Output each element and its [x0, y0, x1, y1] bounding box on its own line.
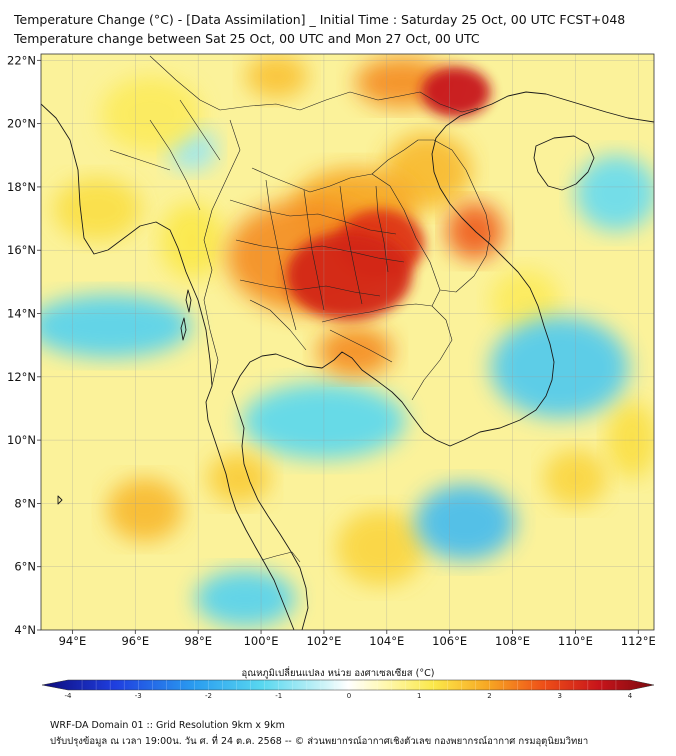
warming-area [160, 202, 224, 279]
mainland-coastline [41, 91, 654, 630]
lat-tick-label: 20°N [7, 117, 36, 131]
colorbar: -4 -3 -2 -1 0 1 2 3 4 [41, 679, 655, 700]
lon-tick-label: 112°E [621, 634, 656, 648]
lat-tick-label: 6°N [14, 560, 36, 574]
lat-tick-label: 4°N [14, 623, 36, 637]
plot-area [41, 54, 654, 630]
credit-line: ปรับปรุงข้อมูล ณ เวลา 19:00น. วัน ศ. ที่… [50, 736, 589, 747]
province-lines-1 [229, 179, 405, 331]
chart-title: Temperature Change (°C) - [Data Assimila… [14, 12, 626, 27]
lon-tick-label: 110°E [558, 634, 593, 648]
colorbar-tick-label: -4 [65, 692, 73, 700]
lon-tick-label: 94°E [59, 634, 87, 648]
warming-area [100, 76, 202, 153]
lat-tick-label: 18°N [7, 180, 36, 194]
colorbar-tick-label: -3 [135, 692, 142, 700]
warming-area [53, 177, 142, 241]
warming-area [107, 478, 183, 542]
borders [109, 55, 491, 563]
model-info: WRF-DA Domain 01 :: Grid Resolution 9km … [50, 720, 285, 731]
andaman-islands [180, 289, 192, 341]
colorbar-ticks: -4 -3 -2 -1 0 1 2 3 4 [65, 692, 633, 700]
colorbar-segments [81, 680, 617, 690]
hainan-coastline [533, 135, 595, 191]
chart-subtitle: Temperature change between Sat 25 Oct, 0… [14, 31, 480, 46]
cooling-area [490, 316, 629, 418]
colorbar-tick-label: 0 [347, 692, 351, 700]
cooling-area [195, 569, 296, 627]
warming-area [336, 509, 425, 586]
colorbar-tick-label: -1 [275, 692, 282, 700]
warming-area [286, 231, 412, 320]
lat-tick-label: 10°N [7, 433, 36, 447]
warming-area [245, 54, 309, 99]
lon-tick-label: 100°E [244, 634, 279, 648]
lon-tick-label: 108°E [495, 634, 530, 648]
coastlines [41, 91, 654, 630]
thailand-malaysia-border [261, 551, 301, 563]
lon-tick-label: 102°E [306, 634, 341, 648]
temperature-change-map: 94°E 96°E 98°E 100°E 102°E 104°E 106°E 108°E 110… [7, 53, 656, 648]
lon-tick-label: 96°E [121, 634, 149, 648]
cambodia-vietnam-border [411, 305, 453, 401]
colorbar-title: อุณหภูมิเปลี่ยนแปลง หน่วย องศาเซลเซียส (… [241, 668, 435, 679]
colorbar-tick-label: 3 [558, 692, 562, 700]
cooling-area [415, 484, 516, 561]
lon-tick-label: 98°E [184, 634, 212, 648]
warming-area [317, 326, 394, 377]
colorbar-tick-label: 1 [417, 692, 421, 700]
lon-tick-label: 104°E [369, 634, 404, 648]
laos-vietnam-border [371, 139, 491, 293]
lat-tick-label: 12°N [7, 370, 36, 384]
small-island [57, 495, 63, 505]
lat-tick-label: 8°N [14, 496, 36, 510]
colorbar-tick-label: 4 [628, 692, 633, 700]
grid-lines [41, 54, 654, 630]
warming-area [421, 66, 491, 118]
colorbar-tick-label: 2 [487, 692, 491, 700]
colorbar-bar [41, 679, 655, 691]
lon-tick-label: 106°E [432, 634, 467, 648]
colorbar-tick-label: -2 [205, 692, 212, 700]
cooling-area [41, 294, 192, 358]
lat-tick-label: 22°N [7, 53, 36, 67]
cooling-area [575, 155, 654, 232]
lat-tick-label: 14°N [7, 307, 36, 321]
lat-tick-label: 16°N [7, 243, 36, 257]
warming-area [490, 269, 560, 333]
plot-frame [40, 53, 655, 631]
province-lines-2 [109, 99, 393, 363]
china-border [149, 55, 479, 113]
axis-ticks: 94°E 96°E 98°E 100°E 102°E 104°E 106°E 108°E 110… [7, 53, 656, 648]
thailand-cambodia-border [321, 303, 433, 323]
myanmar-thailand-border [203, 119, 241, 387]
